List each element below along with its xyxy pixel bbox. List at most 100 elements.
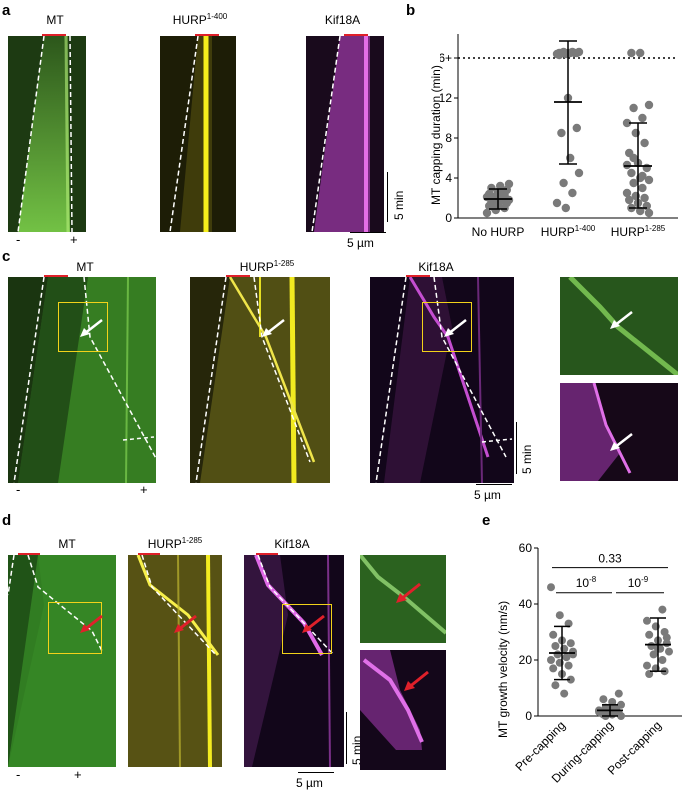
data-point — [568, 188, 577, 198]
data-point — [638, 171, 647, 181]
channel-title-kif18a-a: Kif18A — [324, 13, 361, 27]
minus-end-label: - — [16, 232, 21, 247]
data-point — [504, 179, 514, 189]
data-point — [622, 160, 632, 170]
data-point — [640, 138, 649, 148]
x-tick-label: HURP1-400 — [541, 224, 596, 239]
data-point — [552, 198, 562, 208]
data-point — [566, 675, 575, 684]
data-point — [629, 103, 638, 113]
zoom-inset-kif18a-d — [360, 650, 446, 770]
data-point — [643, 616, 651, 625]
data-point — [625, 195, 634, 205]
channel-title-kif18a-c: Kif18A — [418, 260, 454, 274]
space-scale-bar — [350, 232, 386, 233]
data-point — [617, 712, 625, 720]
plus-end-label: + — [70, 232, 78, 247]
data-point — [489, 202, 498, 212]
kymograph-kif18a-a — [306, 36, 384, 232]
y-tick-label: 8 — [445, 131, 452, 145]
red-arrow-icon — [396, 582, 421, 603]
space-scale-bar — [298, 772, 334, 773]
red-scale-bar — [256, 553, 278, 555]
zoom-region-box — [422, 302, 472, 352]
time-scale-bar — [346, 712, 347, 764]
panel-label-b: b — [406, 2, 416, 19]
kymograph-kif18a-d — [244, 555, 344, 767]
data-point — [642, 163, 651, 173]
white-arrow-icon — [610, 433, 633, 451]
panel-label-e: e — [482, 512, 491, 529]
data-point — [658, 656, 667, 664]
red-scale-bar — [406, 275, 430, 277]
data-point — [553, 650, 562, 659]
data-point — [645, 630, 654, 639]
data-point — [658, 605, 667, 614]
y-tick-label: 0 — [445, 211, 452, 225]
data-point — [595, 707, 603, 716]
chart-b: 0 4 8 12 16+ No HURP HURP1-400 HURP1-285 — [440, 34, 678, 239]
y-tick-label: 60 — [519, 541, 533, 555]
data-point — [569, 650, 577, 659]
y-tick-label: 0 — [525, 709, 532, 723]
data-point — [629, 153, 638, 163]
y-tick-label: 20 — [519, 653, 533, 667]
data-point — [614, 689, 623, 698]
time-scale-bar — [387, 172, 388, 222]
channel-title-mt-a: MT — [46, 13, 64, 27]
data-point — [644, 208, 654, 218]
data-point — [487, 183, 496, 193]
x-tick-label: HURP1-285 — [611, 224, 666, 239]
data-point — [627, 168, 636, 178]
x-tick-label: No HURP — [472, 225, 525, 239]
zoom-inset-kif18a-c — [560, 383, 678, 481]
channel-title-mt-c: MT — [76, 260, 94, 274]
space-scale-label: 5 µm — [296, 776, 323, 790]
red-scale-bar — [138, 553, 160, 555]
white-arrow-icon — [610, 311, 633, 329]
data-point — [566, 639, 575, 648]
data-point — [549, 664, 558, 673]
white-arrow-icon — [80, 319, 103, 337]
time-scale-label: 5 min — [520, 444, 534, 474]
zoom-region-box — [48, 602, 102, 654]
data-point — [564, 661, 573, 670]
data-point — [551, 642, 560, 650]
data-point — [547, 656, 555, 664]
minus-end-label: - — [16, 482, 21, 497]
panel-label-a: a — [2, 2, 11, 19]
data-point — [562, 653, 571, 662]
data-point — [662, 633, 671, 642]
kymograph-mt-a — [8, 36, 86, 232]
time-scale-bar — [516, 422, 517, 474]
data-point — [559, 178, 568, 188]
data-point — [560, 689, 569, 698]
data-point — [638, 113, 647, 123]
kymograph-mt-c — [8, 277, 156, 483]
data-point — [555, 50, 564, 60]
zoom-region-box — [282, 604, 332, 654]
data-point — [557, 128, 566, 138]
data-point — [643, 661, 651, 670]
data-point — [564, 619, 573, 628]
p-value-label: 10-9 — [628, 575, 649, 590]
zoom-region-box — [58, 302, 108, 352]
channel-title-hurp-c: HURP1-285 — [239, 259, 295, 274]
data-point — [627, 48, 636, 58]
data-point — [496, 181, 505, 191]
kymograph-hurp-c — [190, 277, 330, 483]
data-point — [561, 203, 570, 213]
space-scale-label: 5 µm — [347, 236, 374, 250]
kymograph-mt-d — [8, 555, 116, 767]
data-point — [572, 123, 581, 133]
red-scale-bar — [226, 275, 250, 277]
channel-title-hurp-a: HURP1-400 — [172, 12, 228, 27]
y-tick-label: 4 — [445, 171, 452, 185]
red-scale-bar — [195, 34, 219, 36]
data-point — [570, 48, 579, 58]
data-point — [622, 118, 632, 128]
plus-end-label: + — [140, 482, 148, 497]
white-arrow-icon — [444, 319, 467, 337]
data-point — [551, 681, 560, 690]
kymograph-hurp-a — [160, 36, 236, 232]
